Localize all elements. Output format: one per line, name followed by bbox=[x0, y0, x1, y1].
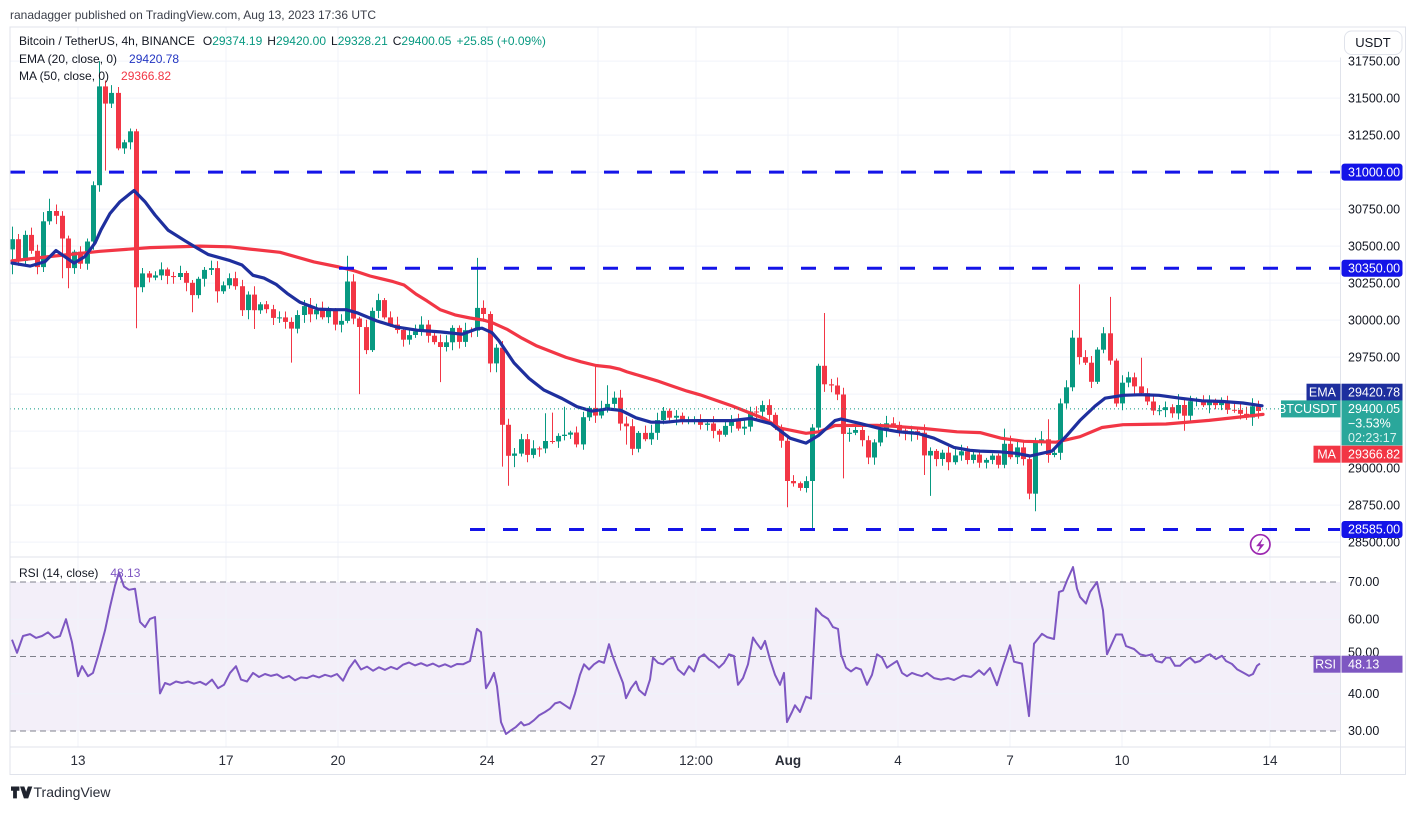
svg-text:RSI (14, close)48.13: RSI (14, close) 48.13 bbox=[19, 566, 141, 580]
svg-text:EMA (20, close, 0)29420.78: EMA (20, close, 0) 29420.78 bbox=[19, 52, 179, 66]
svg-text:29000.00: 29000.00 bbox=[1348, 461, 1400, 475]
svg-text:28750.00: 28750.00 bbox=[1348, 498, 1400, 512]
svg-text:24: 24 bbox=[479, 753, 495, 768]
svg-text:29400.05: 29400.05 bbox=[1348, 402, 1400, 416]
svg-text:12:00: 12:00 bbox=[679, 753, 713, 768]
svg-text:29750.00: 29750.00 bbox=[1348, 350, 1400, 364]
svg-text:40.00: 40.00 bbox=[1348, 687, 1379, 701]
svg-text:28500.00: 28500.00 bbox=[1348, 535, 1400, 549]
svg-text:ranadagger published on Tradin: ranadagger published on TradingView.com,… bbox=[10, 8, 376, 22]
svg-text:02:23:17: 02:23:17 bbox=[1348, 431, 1397, 445]
svg-text:27: 27 bbox=[590, 753, 605, 768]
svg-text:14: 14 bbox=[1262, 753, 1278, 768]
svg-text:Aug: Aug bbox=[775, 753, 801, 768]
svg-text:USDT: USDT bbox=[1355, 35, 1390, 50]
svg-text:EMA: EMA bbox=[1309, 385, 1337, 399]
svg-text:−3.53%: −3.53% bbox=[1348, 417, 1391, 431]
svg-text:MA: MA bbox=[1317, 447, 1336, 461]
svg-text:13: 13 bbox=[70, 753, 85, 768]
svg-text:30000.00: 30000.00 bbox=[1348, 313, 1400, 327]
svg-text:30750.00: 30750.00 bbox=[1348, 202, 1400, 216]
svg-text:7: 7 bbox=[1006, 753, 1014, 768]
svg-text:31250.00: 31250.00 bbox=[1348, 128, 1400, 142]
svg-text:28585.00: 28585.00 bbox=[1348, 523, 1400, 537]
svg-text:20: 20 bbox=[330, 753, 345, 768]
svg-text:29420.78: 29420.78 bbox=[1348, 385, 1400, 399]
svg-text:70.00: 70.00 bbox=[1348, 575, 1379, 589]
svg-text:30.00: 30.00 bbox=[1348, 724, 1379, 738]
svg-text:17: 17 bbox=[218, 753, 233, 768]
svg-text:30250.00: 30250.00 bbox=[1348, 276, 1400, 290]
svg-text:31500.00: 31500.00 bbox=[1348, 91, 1400, 105]
svg-text:MA (50, close, 0)29366.82: MA (50, close, 0) 29366.82 bbox=[19, 69, 171, 83]
svg-text:30350.00: 30350.00 bbox=[1348, 262, 1400, 276]
svg-text:Bitcoin / TetherUS, 4h, BINANC: Bitcoin / TetherUS, 4h, BINANCE O29374.19… bbox=[19, 34, 546, 48]
svg-text:TradingView: TradingView bbox=[34, 784, 112, 800]
svg-text:60.00: 60.00 bbox=[1348, 612, 1379, 626]
svg-text:RSI: RSI bbox=[1315, 657, 1336, 671]
svg-text:48.13: 48.13 bbox=[1348, 657, 1379, 671]
svg-text:BTCUSDT: BTCUSDT bbox=[1278, 402, 1337, 416]
svg-text:31000.00: 31000.00 bbox=[1348, 165, 1400, 179]
svg-text:29366.82: 29366.82 bbox=[1348, 447, 1400, 461]
svg-text:10: 10 bbox=[1114, 753, 1129, 768]
svg-text:30500.00: 30500.00 bbox=[1348, 239, 1400, 253]
svg-text:4: 4 bbox=[894, 753, 902, 768]
svg-text:31750.00: 31750.00 bbox=[1348, 54, 1400, 68]
